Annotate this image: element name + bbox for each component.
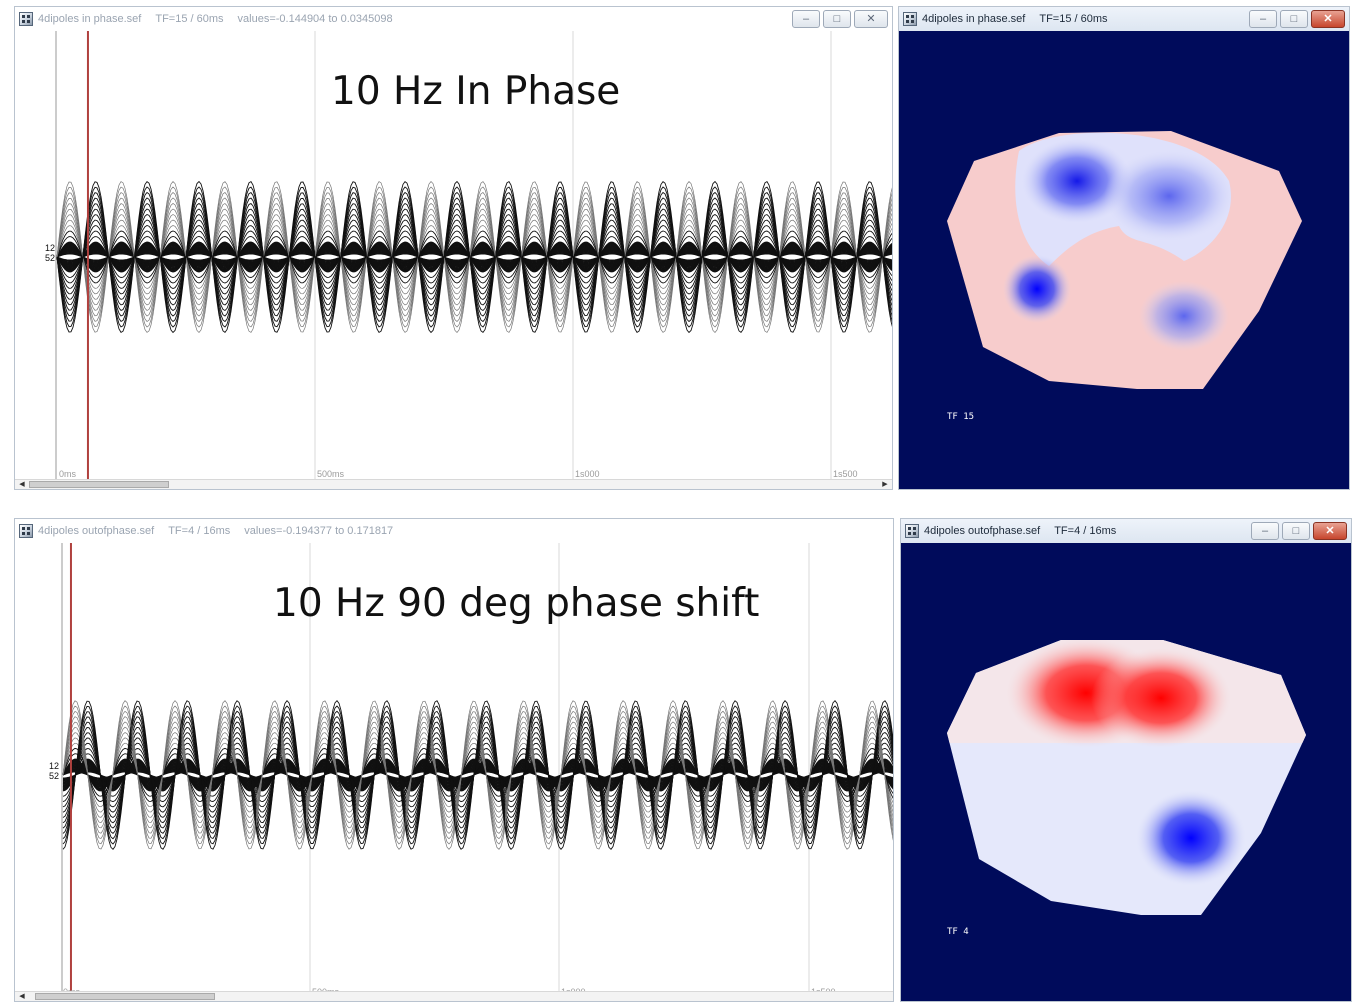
app-icon (19, 524, 33, 538)
minimize-button[interactable]: – (792, 10, 820, 28)
channel-label-top: 12 (48, 761, 59, 771)
overlay-title: 10 Hz In Phase (331, 69, 621, 114)
scroll-right-icon[interactable]: ▶ (882, 481, 888, 488)
channel-trace (56, 180, 892, 334)
app-icon (19, 12, 33, 26)
title-filename: 4dipoles outofphase.sef (924, 525, 1041, 537)
map-window-in-phase[interactable]: 4dipoles in phase.sef TF=15 / 60ms – □ ✕ (898, 6, 1350, 490)
scalp-map (947, 131, 1302, 389)
title-tf: TF=15 / 60ms (155, 13, 224, 25)
waveform-window-out-of-phase[interactable]: 4dipoles outofphase.sef TF=4 / 16ms valu… (14, 518, 894, 1002)
maximize-button[interactable]: □ (1280, 10, 1308, 28)
close-button[interactable]: ✕ (854, 10, 888, 28)
app-icon (905, 524, 919, 538)
time-tick: 500ms (317, 469, 345, 479)
titlebar[interactable]: 4dipoles outofphase.sef TF=4 / 16ms valu… (15, 519, 893, 543)
maximize-button[interactable]: □ (1282, 522, 1310, 540)
time-tick: 1s500 (833, 469, 858, 479)
minimize-button[interactable]: – (1249, 10, 1277, 28)
waveform-window-in-phase[interactable]: 4dipoles in phase.sef TF=15 / 60ms value… (14, 6, 893, 490)
tf-label: TF 15 (947, 412, 975, 422)
waveform-plot[interactable]: 10 Hz In Phase 12 52 0ms 500ms 1s000 1s5… (15, 31, 892, 481)
title-values: values=-0.144904 to 0.0345098 (237, 13, 393, 25)
horizontal-scrollbar[interactable]: ◀ ▶ (15, 479, 892, 489)
scrollbar-thumb[interactable] (35, 993, 215, 1000)
title-tf: TF=4 / 16ms (168, 525, 231, 537)
title-values: values=-0.194377 to 0.171817 (244, 525, 394, 537)
waveform-traces (61, 543, 893, 993)
time-tick: 0ms (59, 469, 77, 479)
channel-label-top: 12 (44, 243, 55, 253)
time-tick: 1s000 (575, 469, 600, 479)
app-icon (903, 12, 917, 26)
scrollbar-thumb[interactable] (29, 481, 169, 488)
titlebar[interactable]: 4dipoles in phase.sef TF=15 / 60ms – □ ✕ (899, 7, 1349, 31)
waveform-traces (55, 31, 892, 481)
channel-trace (62, 700, 893, 851)
title-filename: 4dipoles in phase.sef (922, 13, 1026, 25)
titlebar[interactable]: 4dipoles in phase.sef TF=15 / 60ms value… (15, 7, 892, 31)
channel-trace (62, 700, 893, 850)
close-button[interactable]: ✕ (1313, 522, 1347, 540)
scalp-map-view[interactable]: TF 4 (901, 543, 1351, 1001)
maximize-button[interactable]: □ (823, 10, 851, 28)
tf-label: TF 4 (947, 927, 969, 937)
scroll-left-icon[interactable]: ◀ (19, 481, 25, 488)
title-tf: TF=4 / 16ms (1054, 525, 1117, 537)
close-button[interactable]: ✕ (1311, 10, 1345, 28)
map-window-out-of-phase[interactable]: 4dipoles outofphase.sef TF=4 / 16ms – □ … (900, 518, 1352, 1002)
channel-label-bottom: 52 (44, 253, 55, 263)
overlay-title: 10 Hz 90 deg phase shift (273, 581, 760, 626)
scalp-map-view[interactable]: TF 15 (899, 31, 1349, 489)
horizontal-scrollbar[interactable]: ◀ (15, 991, 893, 1001)
minimize-button[interactable]: – (1251, 522, 1279, 540)
title-filename: 4dipoles outofphase.sef (38, 525, 155, 537)
scroll-left-icon[interactable]: ◀ (19, 993, 25, 1000)
titlebar[interactable]: 4dipoles outofphase.sef TF=4 / 16ms – □ … (901, 519, 1351, 543)
title-filename: 4dipoles in phase.sef (38, 13, 142, 25)
channel-trace (56, 186, 892, 328)
scalp-map (947, 640, 1306, 915)
channel-trace (56, 186, 892, 328)
channel-label-bottom: 52 (48, 771, 59, 781)
title-tf: TF=15 / 60ms (1039, 13, 1108, 25)
waveform-plot[interactable]: 10 Hz 90 deg phase shift 12 52 0ms 500ms… (15, 543, 893, 997)
